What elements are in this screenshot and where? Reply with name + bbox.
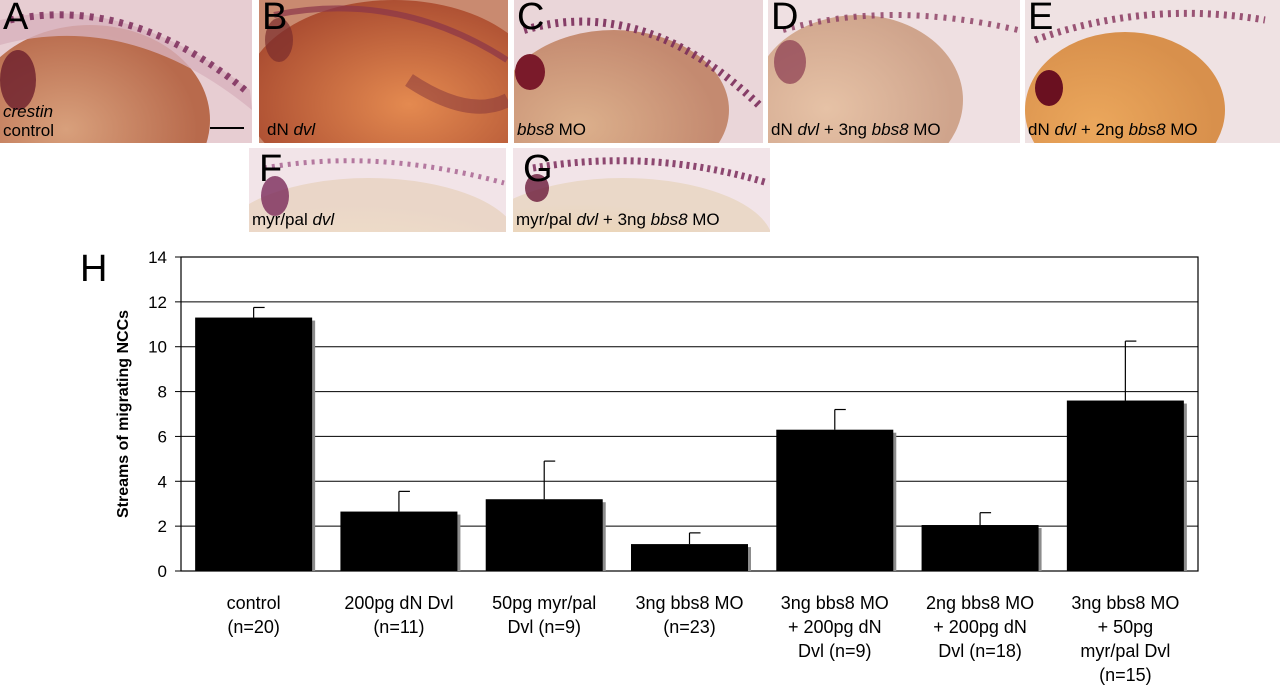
y-tick-label: 6 <box>158 427 167 446</box>
y-tick-label: 10 <box>148 338 167 357</box>
panel-f: F myr/pal dvl <box>249 148 506 232</box>
embryo-image-a <box>0 0 252 143</box>
panel-letter: C <box>517 0 545 38</box>
bar <box>776 429 894 571</box>
embryo-image-b <box>259 0 508 143</box>
y-tick-label: 2 <box>158 517 167 536</box>
panel-letter: E <box>1028 0 1054 38</box>
panel-letter: A <box>3 0 29 38</box>
x-tick-label: 3ng bbs8 MO <box>635 593 743 613</box>
embryo-image-e <box>1025 0 1280 143</box>
y-tick-label: 8 <box>158 383 167 402</box>
x-tick-label: (n=15) <box>1099 665 1152 685</box>
bar <box>921 525 1039 571</box>
panel-e: E dN dvl + 2ng bbs8 MO <box>1025 0 1280 143</box>
x-tick-label: (n=20) <box>227 617 280 637</box>
panel-caption: dN dvl <box>267 120 316 139</box>
y-tick-label: 14 <box>148 248 167 267</box>
x-tick-label: 2ng bbs8 MO <box>926 593 1034 613</box>
embryo-image-f <box>249 148 506 232</box>
panel-caption: bbs8 MO <box>517 120 586 139</box>
panel-letter: F <box>259 148 283 190</box>
x-tick-label: 3ng bbs8 MO <box>781 593 889 613</box>
panel-caption: dN dvl + 3ng bbs8 MO <box>771 120 941 139</box>
panel-letter: B <box>262 0 288 38</box>
embryo-image-d <box>768 0 1020 143</box>
chart-panel-letter: H <box>80 248 108 290</box>
x-tick-label: + 50pg <box>1098 617 1154 637</box>
scale-bar <box>210 127 244 129</box>
x-tick-label: 50pg myr/pal <box>492 593 596 613</box>
y-tick-label: 0 <box>158 562 167 581</box>
embryo-image-g <box>513 148 770 232</box>
x-tick-label: + 200pg dN <box>933 617 1027 637</box>
panel-b: B dN dvl <box>259 0 508 143</box>
x-tick-label: 3ng bbs8 MO <box>1071 593 1179 613</box>
x-tick-label: (n=11) <box>373 617 424 637</box>
panel-caption: myr/pal dvl <box>252 210 335 229</box>
panel-caption: dN dvl + 2ng bbs8 MO <box>1028 120 1198 139</box>
bar <box>631 544 748 571</box>
bar <box>485 499 603 571</box>
bar <box>195 317 313 571</box>
panel-caption: crestin control <box>3 102 55 140</box>
x-tick-label: 200pg dN Dvl <box>344 593 453 613</box>
y-axis-label: Streams of migrating NCCs <box>115 310 132 518</box>
panel-d: D dN dvl + 3ng bbs8 MO <box>768 0 1020 143</box>
panel-letter: G <box>523 148 553 190</box>
panel-g: G myr/pal dvl + 3ng bbs8 MO <box>513 148 770 232</box>
x-tick-label: Dvl (n=9) <box>507 617 581 637</box>
x-tick-label: Dvl (n=18) <box>938 641 1022 661</box>
x-tick-label: + 200pg dN <box>788 617 882 637</box>
bar <box>340 511 458 571</box>
panel-a: A crestin control <box>0 0 252 143</box>
y-tick-label: 4 <box>158 472 167 491</box>
x-tick-label: myr/pal Dvl <box>1080 641 1170 661</box>
x-tick-label: (n=23) <box>663 617 716 637</box>
bar <box>1066 400 1184 571</box>
panel-c: C bbs8 MO <box>514 0 763 143</box>
panel-caption: myr/pal dvl + 3ng bbs8 MO <box>516 210 720 229</box>
x-tick-label: control <box>227 593 281 613</box>
panel-letter: D <box>771 0 799 38</box>
embryo-image-c <box>514 0 763 143</box>
y-tick-label: 12 <box>148 293 167 312</box>
x-tick-label: Dvl (n=9) <box>798 641 872 661</box>
plot-frame <box>180 256 1199 572</box>
